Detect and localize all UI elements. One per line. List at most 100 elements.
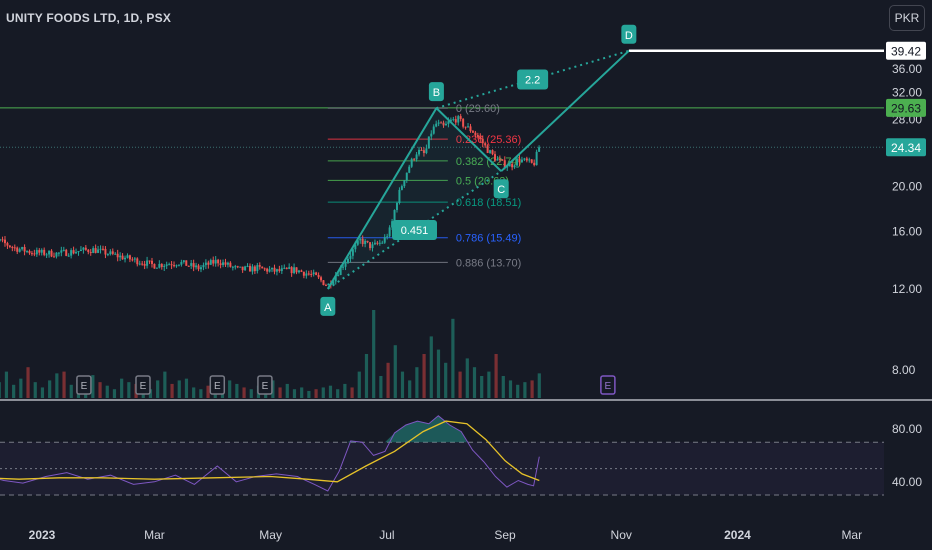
- earnings-marker[interactable]: [257, 375, 273, 395]
- earnings-marker-label: E: [140, 381, 147, 392]
- volume-bar: [429, 336, 433, 398]
- candle: [11, 245, 14, 252]
- candle-body: [444, 123, 447, 126]
- candle-body: [236, 266, 239, 268]
- candle-body: [190, 263, 193, 266]
- volume-bar: [62, 371, 66, 398]
- candle-body: [128, 255, 131, 260]
- candle-body: [462, 118, 465, 127]
- earnings-marker[interactable]: [76, 375, 92, 395]
- candle: [173, 261, 176, 268]
- candle: [124, 255, 127, 263]
- candle-body: [187, 265, 190, 267]
- time-tick-label: Mar: [841, 528, 862, 542]
- candle: [1, 236, 4, 243]
- candle: [383, 234, 386, 244]
- pattern-leg[interactable]: [435, 107, 502, 172]
- candle-body: [146, 260, 149, 266]
- candle: [229, 261, 232, 268]
- candle-body: [503, 160, 506, 168]
- candle-body: [6, 243, 9, 246]
- ratio-badge[interactable]: [517, 69, 549, 90]
- candle: [452, 116, 455, 122]
- rsi-pane[interactable]: [0, 415, 884, 496]
- candle: [87, 248, 90, 255]
- candle: [324, 283, 327, 287]
- candle-body: [339, 266, 342, 276]
- candle: [30, 251, 33, 256]
- candle: [214, 256, 217, 267]
- candle-body: [371, 244, 374, 249]
- pattern-leg[interactable]: [326, 107, 438, 290]
- pattern-point-badge[interactable]: [428, 82, 444, 102]
- candle: [212, 256, 215, 267]
- candle-body: [418, 149, 421, 155]
- fib-level-label: 0.618 (18.51): [456, 197, 521, 209]
- candle-body: [224, 262, 227, 265]
- earnings-marker[interactable]: [209, 375, 226, 395]
- candle: [422, 147, 425, 157]
- candle: [317, 272, 320, 279]
- price-tag[interactable]: [886, 98, 926, 117]
- candle-body: [136, 258, 139, 265]
- pattern-leg[interactable]: [500, 50, 630, 172]
- volume-bar: [55, 373, 59, 398]
- candle-body: [346, 258, 349, 263]
- volume-bar: [206, 385, 210, 398]
- pattern-point-badge[interactable]: [621, 24, 637, 44]
- candle-body: [322, 280, 325, 286]
- candle: [241, 266, 244, 273]
- candle: [462, 117, 465, 129]
- candle: [290, 266, 293, 277]
- candle: [217, 258, 220, 267]
- candle-body: [366, 240, 369, 243]
- pattern-ratio-line[interactable]: [327, 170, 502, 290]
- candle-body: [48, 250, 51, 255]
- candle-body: [126, 255, 129, 258]
- candle: [199, 264, 202, 273]
- price-tag[interactable]: [886, 41, 926, 60]
- price-tag[interactable]: [886, 138, 926, 157]
- candle: [351, 247, 354, 260]
- candle: [8, 245, 11, 249]
- candle-body: [395, 202, 398, 210]
- candle: [464, 126, 467, 130]
- time-axis[interactable]: 2023 Mar May Jul Sep Nov 2024 Mar: [29, 528, 862, 542]
- earnings-marker[interactable]: [600, 375, 616, 395]
- candle-body: [65, 249, 68, 256]
- candle-body: [72, 250, 75, 254]
- earnings-marker[interactable]: [135, 375, 151, 395]
- candle-body: [268, 269, 271, 272]
- candle-body: [489, 150, 492, 153]
- candle: [109, 249, 112, 256]
- candle: [234, 264, 237, 270]
- currency-button[interactable]: PKR: [889, 5, 925, 31]
- candle-body: [271, 267, 274, 270]
- volume-bar: [170, 383, 174, 398]
- earnings-marker-label: E: [262, 381, 269, 392]
- pattern-point-badge[interactable]: [320, 296, 336, 316]
- abcd-pattern[interactable]: 0.451 2.2 A B C D: [320, 24, 637, 316]
- candle: [50, 249, 53, 258]
- ratio-badge[interactable]: [391, 220, 437, 241]
- volume-bar: [357, 371, 361, 398]
- candle-body: [386, 236, 389, 238]
- candle-body: [496, 159, 499, 161]
- candle: [244, 265, 247, 271]
- candle-body: [467, 126, 470, 128]
- candle-body: [82, 247, 85, 250]
- candle-body: [290, 267, 293, 274]
- volume-bar: [156, 380, 160, 398]
- candle-body: [388, 227, 391, 237]
- candle: [523, 157, 526, 162]
- candle: [119, 252, 122, 261]
- candle-body: [170, 264, 173, 266]
- price-axis[interactable]: 36.0032.0028.0020.0016.0012.008.0039.422…: [886, 41, 926, 377]
- candle-body: [354, 244, 357, 250]
- pattern-point-badge[interactable]: [493, 179, 509, 199]
- volume-bar: [184, 378, 189, 398]
- candle-body: [0, 239, 2, 241]
